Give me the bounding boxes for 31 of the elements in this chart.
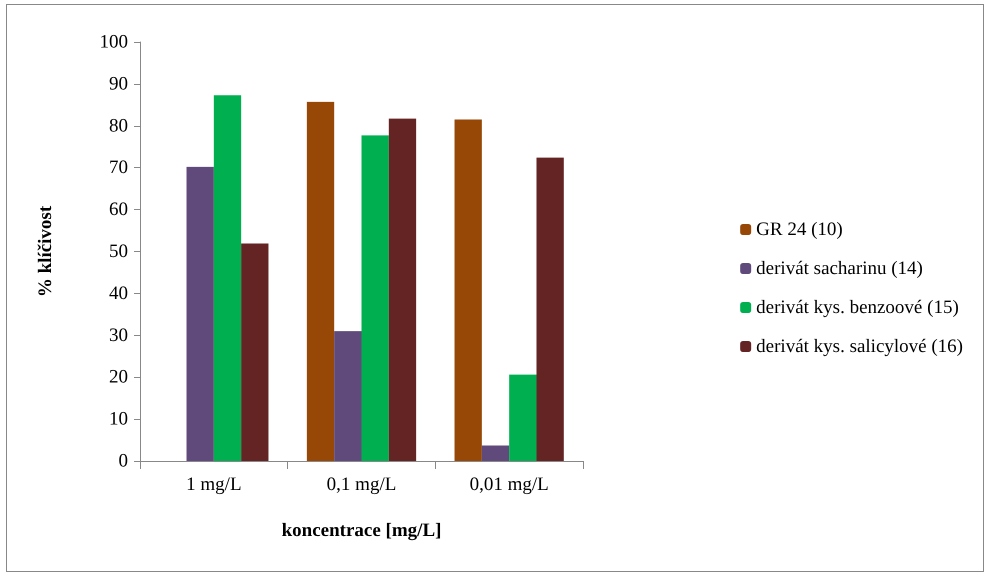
bar (362, 135, 389, 461)
legend-label: GR 24 (10) (756, 219, 843, 240)
legend-label: derivát kys. salicylové (16) (756, 336, 964, 357)
bar (241, 244, 268, 461)
bar (214, 95, 242, 461)
bar (454, 120, 482, 461)
x-axis-title: koncentrace [mg/L] (282, 520, 442, 541)
y-axis-title: % klíčivost (35, 205, 56, 298)
y-tick-label: 70 (109, 157, 128, 178)
x-tick-label: 0,01 mg/L (470, 474, 549, 495)
y-tick-label: 0 (118, 450, 128, 472)
y-tick-label: 20 (109, 366, 128, 388)
y-tick-label: 50 (109, 241, 128, 262)
y-tick-label: 80 (109, 115, 128, 136)
x-tick-label: 1 mg/L (186, 474, 242, 495)
bar (536, 158, 564, 461)
legend-label: derivát sacharinu (14) (756, 258, 923, 279)
x-tick-label: 0,1 mg/L (326, 474, 396, 495)
legend-label: derivát kys. benzoové (15) (756, 297, 959, 318)
y-tick-label: 100 (100, 32, 128, 52)
bar (509, 374, 536, 461)
y-tick-label: 60 (109, 199, 128, 220)
y-tick-label: 90 (109, 73, 128, 94)
bar (388, 118, 416, 461)
y-tick-label: 40 (109, 282, 128, 304)
bar (334, 331, 362, 461)
bar (482, 445, 510, 461)
y-tick-label: 10 (109, 408, 128, 430)
bar (186, 166, 214, 461)
y-tick-label: 30 (109, 324, 128, 346)
bar (306, 102, 334, 461)
